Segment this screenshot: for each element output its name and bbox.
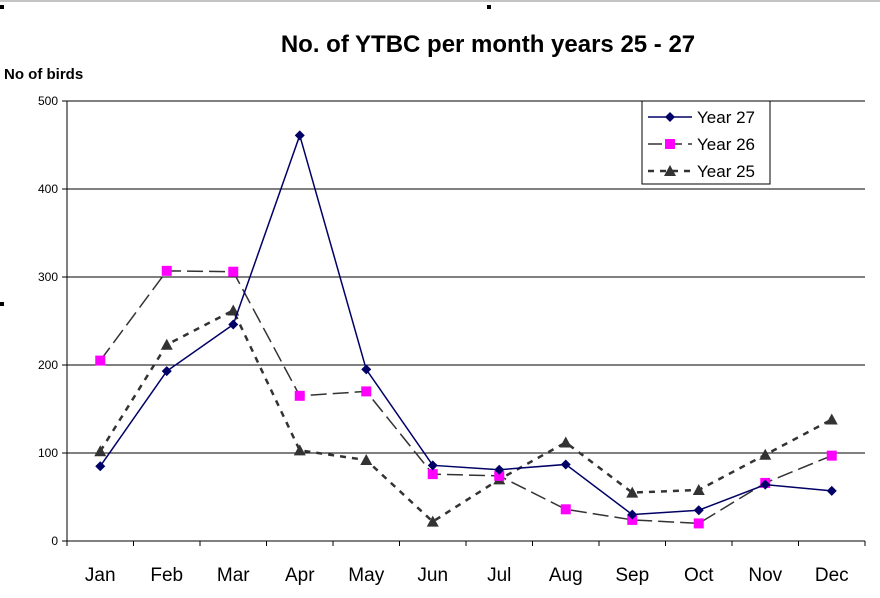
data-point-year-25 (559, 436, 572, 448)
data-point-year-27 (361, 364, 372, 375)
data-point-year-26 (627, 514, 638, 525)
data-point-year-26 (826, 450, 837, 461)
legend: Year 27 Year 26 Year 25 (641, 100, 771, 185)
data-point-year-25 (293, 444, 306, 456)
data-point-year-27 (826, 485, 837, 496)
series-line-year-27 (99, 132, 832, 516)
legend-marker-year-25 (664, 165, 676, 176)
series-line-year-26 (99, 270, 833, 525)
y-tick-labels: 0 100 200 300 400 500 (38, 94, 58, 548)
data-point-year-27 (760, 479, 771, 490)
x-tick-label: Mar (217, 565, 250, 586)
y-tick-label: 200 (38, 358, 58, 372)
data-point-year-26 (161, 265, 172, 276)
series-lines (94, 130, 838, 529)
data-point-year-25 (426, 515, 439, 527)
axes (62, 100, 866, 546)
x-tick-label: Apr (285, 565, 315, 586)
data-point-year-26 (361, 386, 372, 397)
y-axis-label: No of birds (4, 66, 83, 83)
data-point-year-26 (95, 355, 106, 366)
y-tick-label: 400 (38, 182, 58, 196)
corner-mark (0, 302, 4, 306)
corner-mark (487, 5, 491, 9)
legend-label-year-25: Year 25 (697, 162, 755, 181)
data-point-year-25 (227, 304, 240, 316)
x-tick-labels: Jan Feb Mar Apr May Jun Jul Aug Sep Oct Nov Dec (85, 565, 849, 586)
data-point-year-25 (825, 413, 838, 425)
x-tick-label: Sep (615, 565, 649, 586)
x-tick-label: Jun (417, 565, 448, 586)
x-tick-label: Aug (549, 565, 583, 586)
corner-mark (0, 5, 4, 9)
chart-title: No. of YTBC per month years 25 - 27 (281, 31, 695, 58)
legend-label-year-27: Year 27 (697, 108, 755, 127)
data-point-year-25 (759, 448, 772, 460)
legend-label-year-26: Year 26 (697, 135, 755, 154)
x-tick-label: May (348, 565, 384, 586)
data-point-year-25 (160, 338, 173, 350)
series-line-year-25 (99, 308, 833, 524)
y-tick-label: 300 (38, 270, 58, 284)
data-point-year-26 (228, 266, 239, 277)
data-point-year-27 (693, 505, 704, 516)
data-point-year-25 (626, 486, 639, 498)
y-tick-label: 0 (51, 534, 58, 548)
x-tick-label: Jan (85, 565, 116, 586)
data-point-year-27 (95, 461, 106, 472)
legend-marker-year-26 (665, 139, 675, 149)
data-point-year-25 (692, 483, 705, 495)
data-point-year-27 (494, 464, 505, 475)
data-point-year-27 (294, 130, 305, 141)
x-tick-label: Jul (487, 565, 511, 586)
x-tick-label: Oct (684, 565, 714, 586)
x-tick-label: Nov (748, 565, 782, 586)
data-point-year-26 (693, 518, 704, 529)
y-tick-label: 500 (38, 94, 58, 108)
legend-marker-year-27 (665, 112, 675, 122)
data-point-year-27 (161, 366, 172, 377)
data-point-year-26 (427, 469, 438, 480)
y-tick-label: 100 (38, 446, 58, 460)
data-point-year-26 (294, 390, 305, 401)
data-point-year-27 (228, 319, 239, 330)
data-point-year-25 (360, 454, 373, 466)
data-point-year-27 (427, 460, 438, 471)
data-point-year-26 (560, 504, 571, 515)
data-point-year-26 (494, 470, 505, 481)
data-point-year-27 (560, 459, 571, 470)
data-point-year-27 (627, 509, 638, 520)
gridlines (67, 100, 865, 454)
x-tick-label: Dec (815, 565, 849, 586)
x-tick-label: Feb (150, 565, 183, 586)
data-point-year-25 (94, 445, 107, 457)
